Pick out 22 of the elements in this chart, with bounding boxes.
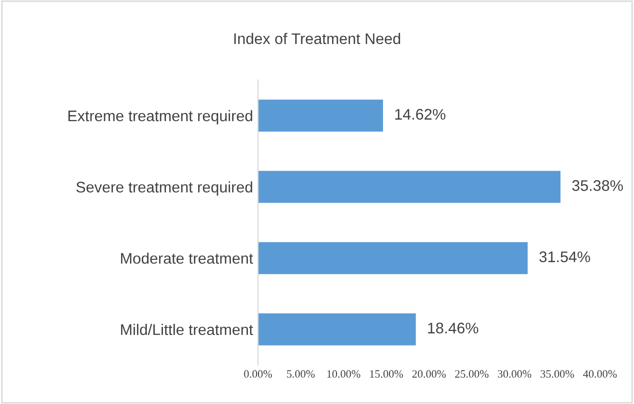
x-tick-label: 25.00% — [455, 370, 488, 378]
x-tick-label: 10.00% — [327, 370, 360, 378]
bar — [258, 313, 416, 346]
bar — [258, 242, 528, 274]
chart-title: Index of Treatment Need — [234, 32, 400, 44]
x-tick-label: 0.00% — [244, 370, 272, 378]
bar — [258, 170, 560, 203]
y-tick-label: Mild/Little treatment — [121, 324, 254, 336]
bar — [258, 100, 383, 132]
data-label: 18.46% — [428, 322, 478, 334]
x-tick-label: 5.00% — [287, 370, 315, 378]
x-tick-label: 20.00% — [412, 370, 446, 378]
x-tick-label: 40.00% — [583, 370, 617, 378]
y-tick-label: Moderate treatment — [121, 252, 254, 264]
x-tick-label: 30.00% — [498, 370, 532, 378]
data-label: 31.54% — [539, 251, 590, 262]
x-tick-label: 35.00% — [540, 370, 574, 378]
x-tick-label: 15.00% — [370, 370, 403, 378]
y-tick-label: Extreme treatment required — [68, 110, 252, 124]
y-tick-label: Severe treatment required — [76, 181, 252, 196]
data-label: 35.38% — [572, 180, 623, 191]
data-label: 14.62% — [395, 108, 446, 120]
